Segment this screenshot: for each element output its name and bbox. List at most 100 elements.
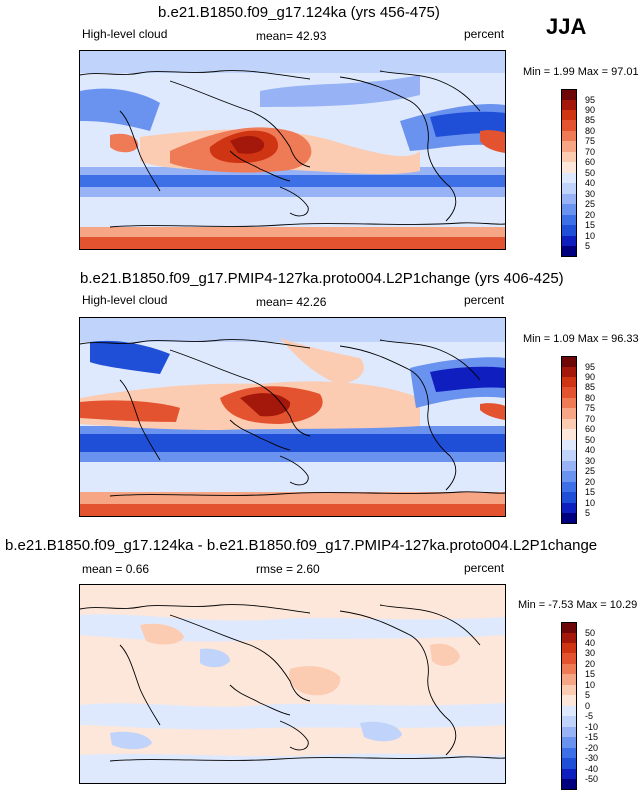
panel3-cbar-tick: -30 — [585, 753, 599, 763]
panel3-cbar-tick: 15 — [585, 669, 596, 679]
panel3-cbar-swatch — [561, 737, 577, 748]
panel1-cbar-tick: 75 — [585, 136, 596, 146]
panel1-cbar-tick: 15 — [585, 220, 596, 230]
panel1-min-value: 1.99 — [553, 66, 575, 78]
panel3-cbar-swatch — [561, 674, 577, 685]
panel1-cbar-tick: 20 — [585, 210, 596, 220]
panel2-map — [79, 317, 506, 517]
panel3-cbar-tick: -50 — [585, 774, 599, 784]
panel2-title: b.e21.B1850.f09_g17.PMIP4-127ka.proto004… — [80, 270, 564, 287]
panel2-cbar-swatch — [561, 398, 577, 408]
panel2-cbar-tick: 15 — [585, 487, 596, 497]
panel2-cbar-swatch — [561, 482, 577, 492]
panel1-cbar-tick: 10 — [585, 231, 596, 241]
panel1-cbar-swatch — [561, 204, 577, 215]
panel3-cbar-tick: -10 — [585, 722, 599, 732]
panel3-rmse-label: rmse = — [256, 562, 294, 576]
panel2-max-label: Max = — [577, 333, 609, 345]
panel3-cbar-swatch — [561, 664, 577, 674]
panel2-cbar-swatch — [561, 429, 577, 440]
panel2-cbar-swatch — [561, 503, 577, 513]
panel1-min-label: Min = — [523, 66, 551, 78]
panel1-cbar-swatch — [561, 152, 577, 162]
panel3-cbar-tick: -20 — [585, 743, 599, 753]
panel1-mean: mean= 42.93 — [256, 29, 326, 43]
panel3-rmse-value: 2.60 — [296, 562, 320, 576]
panel1-cbar-swatch — [561, 141, 577, 152]
panel2-mean-value: 42.26 — [296, 295, 327, 309]
panel3-cbar-swatch — [561, 748, 577, 758]
panel2-cbar-tick: 70 — [585, 414, 596, 424]
panel3-cbar-swatch — [561, 727, 577, 737]
panel3-map — [79, 584, 506, 784]
panel2-cbar-tick: 30 — [585, 456, 596, 466]
panel3-cbar-swatch — [561, 643, 577, 653]
panel2-cbar-swatch — [561, 367, 577, 377]
panel2-max-value: 96.33 — [611, 333, 639, 345]
panel1-cbar-tick: 30 — [585, 189, 596, 199]
panel1-cbar-swatch — [561, 194, 577, 204]
panel1-variable: High-level cloud — [82, 27, 168, 41]
panel3-cbar-swatch — [561, 622, 577, 633]
panel2-mean-label: mean= — [256, 295, 294, 309]
panel1-cbar-swatch — [561, 225, 577, 236]
panel3-colorbar: 50 40 30 20 15 10 5 0 -5 -10 -15 -20 -30… — [561, 622, 598, 790]
panel3-cbar-swatch — [561, 758, 577, 769]
panel2-cbar-tick: 60 — [585, 424, 596, 434]
panel2-cbar-tick: 25 — [585, 466, 596, 476]
panel2-cbar-tick: 85 — [585, 382, 596, 392]
panel3-title: b.e21.B1850.f09_g17.124ka - b.e21.B1850.… — [5, 537, 598, 554]
panel1-cbar-tick: 25 — [585, 199, 596, 209]
panel1-cbar-tick: 95 — [585, 95, 596, 105]
panel1-max-label: Max = — [577, 66, 609, 78]
panel1-cbar-tick: 80 — [585, 126, 596, 136]
panel2-cbar-swatch — [561, 513, 577, 524]
panel2-cbar-tick: 95 — [585, 362, 596, 372]
panel2-min-value: 1.09 — [553, 333, 575, 345]
panel1-cbar-swatch — [561, 110, 577, 120]
panel3-cbar-swatch — [561, 685, 577, 695]
panel1-cbar-tick: 40 — [585, 178, 596, 188]
panel3-map-svg — [80, 585, 505, 783]
panel3-cbar-swatch — [561, 653, 577, 664]
panel3-mean-label: mean = — [82, 562, 123, 576]
panel2-min-label: Min = — [523, 333, 551, 345]
panel2-units: percent — [464, 293, 505, 307]
panel2-minmax: Min = 1.09 Max = 96.33 — [523, 333, 639, 345]
panel2-cbar-swatch — [561, 356, 577, 367]
panel2-cbar-tick: 10 — [585, 498, 596, 508]
panel3-mean: mean = 0.66 — [82, 562, 149, 576]
panel3-cbar-tick: 30 — [585, 648, 596, 658]
panel3-cbar-tick: -40 — [585, 764, 599, 774]
panel1-max-value: 97.01 — [611, 66, 639, 78]
panel2-cbar-swatch — [561, 387, 577, 398]
panel1-cbar-swatch — [561, 131, 577, 141]
panel2-cbar-swatch — [561, 408, 577, 419]
panel2-cbar-tick: 40 — [585, 445, 596, 455]
panel2-cbar-swatch — [561, 492, 577, 503]
panel2-cbar-swatch — [561, 419, 577, 429]
panel2-cbar-tick: 50 — [585, 435, 596, 445]
panel3-cbar-tick: 5 — [585, 690, 591, 700]
panel2-cbar-tick: 20 — [585, 477, 596, 487]
panel3-cbar-tick: 10 — [585, 680, 596, 690]
panel3-cbar-tick: 50 — [585, 628, 596, 638]
panel1-colorbar: 95 90 85 80 75 70 60 50 40 30 25 20 15 1… — [561, 89, 595, 257]
panel1-cbar-tick: 5 — [585, 241, 591, 251]
panel2-cbar-tick: 90 — [585, 372, 596, 382]
panel3-rmse: rmse = 2.60 — [256, 562, 320, 576]
panel1-mean-label: mean= — [256, 29, 294, 43]
panel1-cbar-swatch — [561, 89, 577, 100]
panel3-mean-value: 0.66 — [125, 562, 150, 576]
panel1-cbar-swatch — [561, 215, 577, 225]
panel3-cbar-tick: -15 — [585, 732, 599, 742]
panel1-cbar-swatch — [561, 100, 577, 110]
panel3-min-label: Min = — [518, 599, 546, 611]
season-label: JJA — [546, 14, 587, 39]
panel3-cbar-tick: 20 — [585, 659, 596, 669]
panel3-cbar-tick: 0 — [585, 701, 591, 711]
panel1-title: b.e21.B1850.f09_g17.124ka (yrs 456-475) — [158, 4, 440, 21]
panel1-units: percent — [464, 27, 505, 41]
panel1-map — [79, 50, 506, 250]
panel3-max-value: 10.29 — [609, 599, 638, 611]
